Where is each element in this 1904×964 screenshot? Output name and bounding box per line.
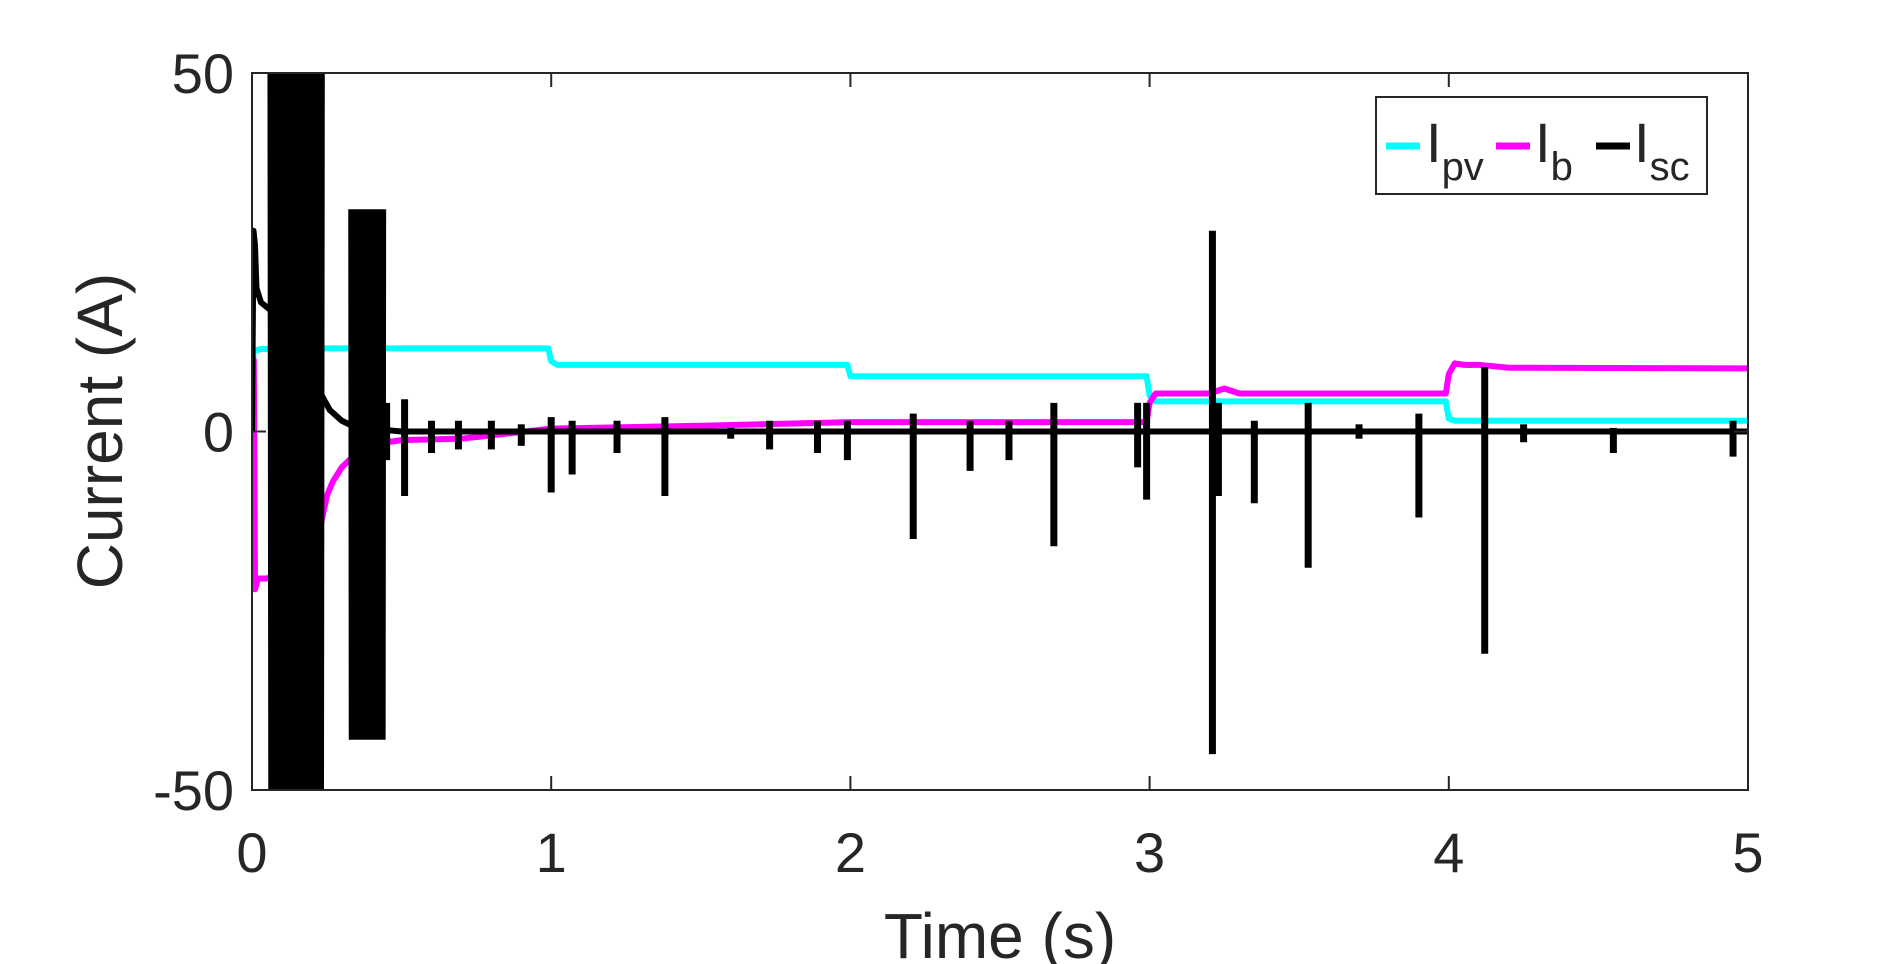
legend-label: Ipv: [1426, 111, 1484, 189]
y-tick-label: 50: [172, 42, 234, 105]
x-tick-label: 0: [236, 821, 267, 884]
legend-entry: Isc: [1596, 111, 1690, 189]
legend-box: [1375, 96, 1708, 195]
y-tick-label: 0: [203, 401, 234, 464]
x-tick-label: 2: [835, 821, 866, 884]
x-tick-label: 1: [536, 821, 567, 884]
legend-label: Isc: [1634, 111, 1690, 189]
x-tick-label: 5: [1732, 821, 1763, 884]
x-tick-label: 3: [1134, 821, 1165, 884]
legend-entry: Ib: [1496, 111, 1573, 189]
series-burst-i-sc: [267, 73, 325, 790]
y-tick-label: -50: [153, 759, 234, 822]
legend-entry: Ipv: [1386, 111, 1484, 189]
series-layer: [252, 73, 1748, 790]
series-burst-i-sc: [348, 209, 387, 740]
legend: Ipv Ib Isc: [1375, 96, 1708, 195]
y-axis-label: Current (A): [64, 273, 136, 590]
legend-label: Ib: [1535, 111, 1573, 189]
x-axis-label: Time (s): [884, 900, 1116, 964]
x-tick-label: 4: [1433, 821, 1464, 884]
